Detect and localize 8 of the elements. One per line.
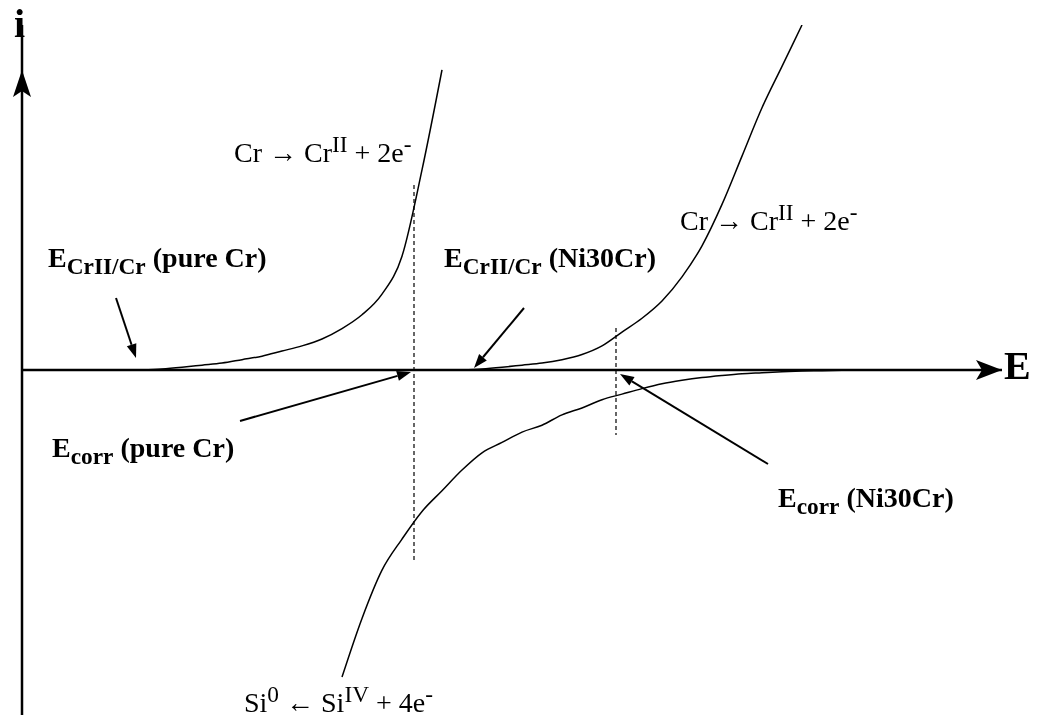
- annotation: E$_{corr}$ (Ni30Cr): [778, 481, 954, 521]
- annotation: Cr → Cr$^{II}$ + 2e$^{-}$: [680, 198, 858, 239]
- text: Si$^{0}$ ← Si$^{IV}$ + 4e$^{-}$: [244, 680, 434, 715]
- x-axis-title: E: [1004, 342, 1031, 389]
- annotation: Cr → Cr$^{II}$ + 2e$^{-}$: [234, 130, 412, 171]
- annotation: E$_{CrII/Cr}$ (pure Cr): [48, 241, 267, 281]
- annotation: E$_{CrII/Cr}$ (Ni30Cr): [444, 241, 657, 281]
- annotation: E$_{corr}$ (pure Cr): [52, 431, 235, 471]
